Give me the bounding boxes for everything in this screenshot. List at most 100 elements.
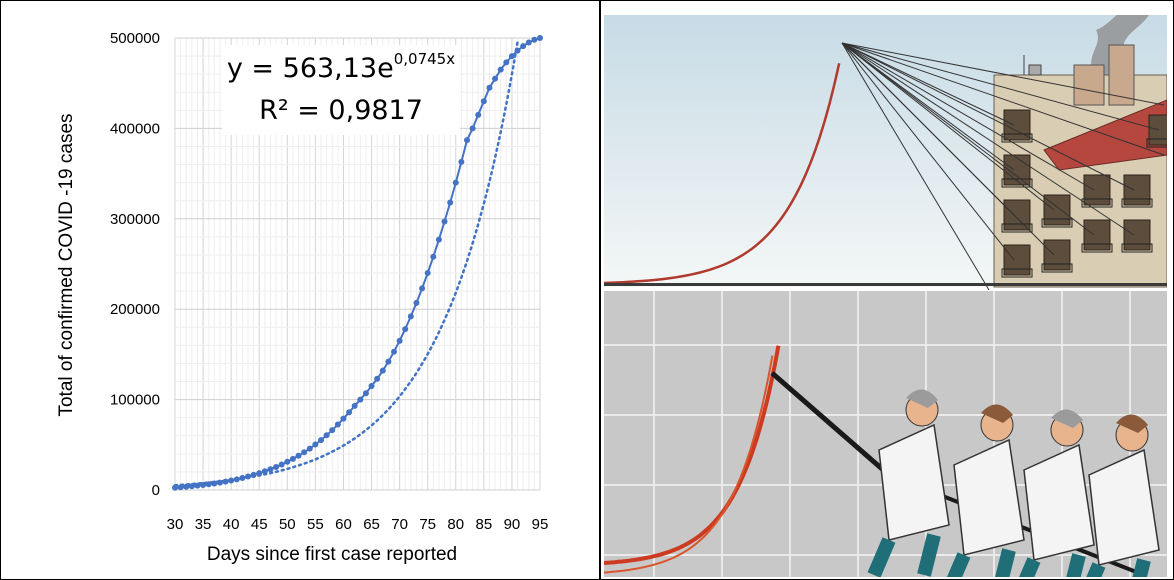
y-axis-label: Total of confirmed COVID -19 cases: [56, 113, 77, 416]
data-point: [188, 483, 195, 490]
balcony-rail: [1146, 138, 1167, 148]
trendline-equation-box: y = 563,13e0,0745x R² = 0,9817: [222, 45, 460, 135]
data-point: [295, 452, 302, 459]
data-point: [301, 449, 308, 456]
window: [1003, 199, 1031, 231]
doctor-coat: [878, 423, 950, 541]
data-point: [503, 59, 510, 66]
data-point: [458, 158, 465, 165]
x-tick-label: 45: [251, 516, 268, 533]
exponential-curve-bottom-echo: [604, 355, 774, 574]
data-point: [273, 463, 280, 470]
y-tick-label: 500000: [110, 30, 160, 47]
x-tick-label: 90: [504, 516, 521, 533]
x-tick-label: 75: [419, 516, 436, 533]
r-squared-text: R² = 0,9817: [259, 95, 423, 126]
data-point: [228, 477, 235, 484]
doctor-hair: [1051, 409, 1083, 428]
tick-labels: 30 35 40 45 50 55 60 65 70 75 80 85 90 95 0 100000 20000…: [110, 30, 548, 533]
data-point: [284, 458, 291, 465]
rope: [841, 42, 1015, 171]
data-point: [200, 482, 207, 489]
balcony-rail: [1081, 243, 1113, 253]
data-point: [177, 484, 184, 491]
data-point: [256, 470, 263, 477]
x-tick-label: 85: [476, 516, 493, 533]
data-point: [430, 253, 437, 260]
y-tick-label: 300000: [110, 211, 160, 228]
rope: [841, 42, 1095, 191]
data-point: [447, 199, 454, 206]
rope: [841, 42, 1135, 236]
data-point: [537, 35, 543, 41]
data-point: [329, 427, 336, 434]
data-point: [346, 409, 353, 416]
data-point: [497, 66, 504, 73]
data-point: [531, 36, 538, 43]
data-point: [480, 98, 487, 105]
x-tick-label: 35: [195, 516, 212, 533]
doctor-coat: [1088, 448, 1160, 566]
data-point: [508, 53, 515, 60]
data-point: [379, 367, 386, 374]
x-tick-label: 30: [167, 516, 184, 533]
data-point: [525, 39, 532, 46]
equation-text: y = 563,13e: [226, 53, 394, 84]
data-point: [385, 358, 392, 365]
data-point: [424, 270, 431, 277]
rope: [841, 42, 1165, 156]
data-point: [183, 483, 190, 490]
equation-line: y = 563,13e0,0745x: [222, 50, 460, 84]
y-tick-label: 400000: [110, 120, 160, 137]
data-point: [374, 375, 381, 382]
balcony-rail: [1001, 268, 1033, 278]
data-point: [340, 415, 347, 422]
data-point: [413, 299, 420, 306]
data-point: [396, 337, 403, 344]
data-point: [334, 421, 341, 428]
data-point: [514, 47, 521, 54]
ground-line: [604, 283, 1167, 286]
data-point: [351, 402, 358, 409]
balcony-rail: [1041, 218, 1073, 228]
balcony-rail: [1121, 198, 1153, 208]
data-point: [233, 476, 240, 483]
data-point: [306, 445, 313, 452]
data-point: [278, 461, 285, 468]
data-point: [239, 474, 246, 481]
y-tick-label: 200000: [110, 301, 160, 318]
data-point: [464, 137, 470, 144]
doctor-legs: [867, 533, 941, 577]
data-point: [435, 236, 442, 243]
doctor-hair: [906, 389, 938, 408]
data-point: [357, 396, 364, 403]
balcony-rail: [1001, 178, 1033, 188]
data-point: [250, 471, 257, 478]
data-point: [211, 480, 218, 487]
rope: [841, 42, 1095, 236]
doctor-coat: [1023, 443, 1095, 561]
data-point: [312, 441, 319, 448]
data-point: [402, 326, 409, 333]
window: [1083, 174, 1111, 206]
pulling-rope: [770, 371, 891, 477]
data-point: [194, 482, 201, 489]
doctor-hair: [981, 404, 1013, 423]
x-tick-label: 70: [391, 516, 408, 533]
x-tick-label: 55: [307, 516, 324, 533]
rope: [841, 42, 1055, 256]
data-point: [419, 285, 426, 292]
data-point: [441, 218, 448, 225]
data-point: [452, 179, 459, 186]
x-tick-label: 80: [447, 516, 464, 533]
y-tick-label: 100000: [110, 392, 160, 409]
doctor-hair: [1116, 414, 1148, 433]
doctor-legs: [1019, 553, 1086, 577]
cartoon-illustration: [604, 15, 1167, 577]
rope: [841, 42, 1135, 191]
balcony-rail: [1001, 133, 1033, 143]
series-layer: [172, 35, 543, 491]
doctor-coat: [953, 438, 1025, 556]
data-point: [469, 125, 476, 132]
data-point: [492, 75, 499, 82]
